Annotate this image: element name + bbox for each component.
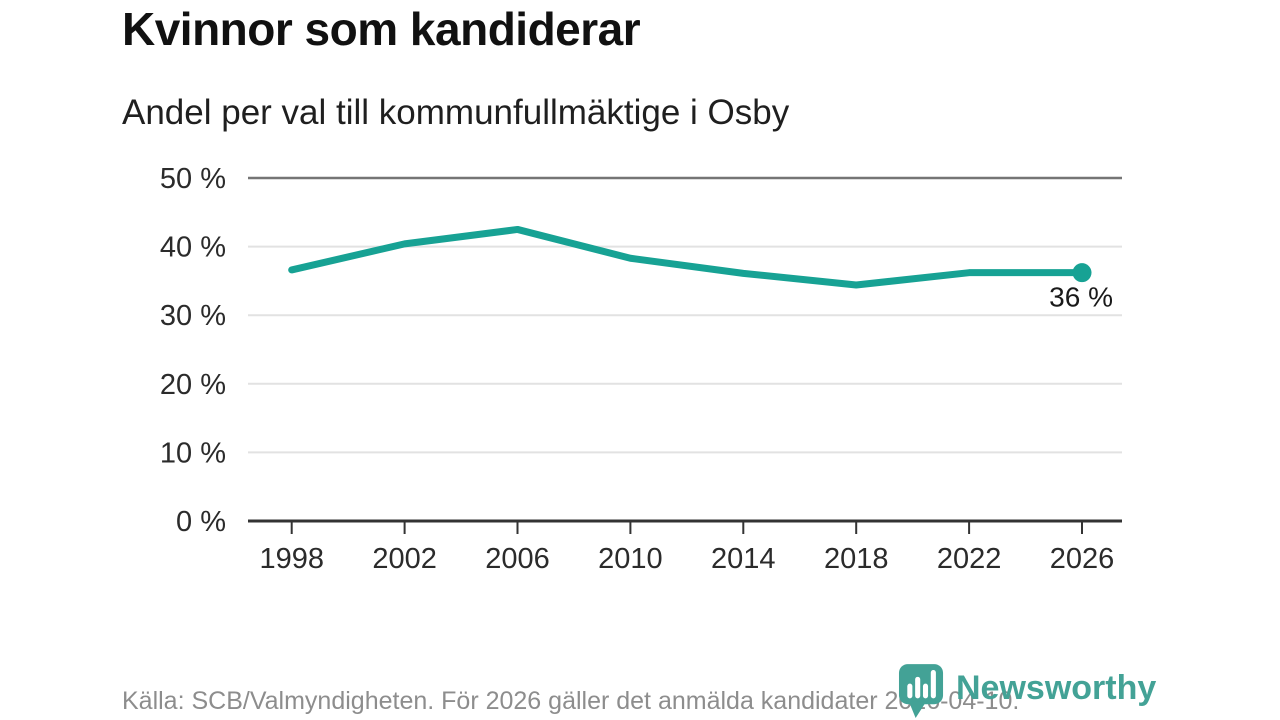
end-point-label: 36 % [1049, 282, 1113, 313]
trend-line [288, 225, 1086, 289]
y-axis-label: 20 % [160, 369, 226, 401]
newsworthy-logo-text: Newsworthy [956, 669, 1157, 707]
end-point-dot [1072, 263, 1092, 283]
chart-subtitle: Andel per val till kommunfullmäktige i O… [122, 93, 790, 132]
y-axis-label: 10 % [160, 437, 226, 469]
source-note: Källa: SCB/Valmyndigheten. För 2026 gäll… [122, 687, 1020, 715]
bar-chart-pin-icon [898, 664, 944, 718]
x-axis-label: 2002 [372, 543, 437, 575]
x-axis-label: 2014 [711, 543, 776, 575]
page-title: Kvinnor som kandiderar [122, 3, 641, 55]
y-axis-label: 50 % [160, 163, 226, 195]
x-axis-label: 2006 [485, 543, 550, 575]
x-axis-label: 2010 [598, 543, 663, 575]
y-axis-label: 30 % [160, 300, 226, 332]
x-axis-label: 1998 [259, 543, 324, 575]
y-axis-label: 40 % [160, 232, 226, 264]
x-axis-label: 2022 [937, 543, 1002, 575]
x-axis-label: 2026 [1050, 543, 1115, 575]
x-axis-label: 2018 [824, 543, 889, 575]
y-axis-label: 0 % [176, 506, 226, 538]
